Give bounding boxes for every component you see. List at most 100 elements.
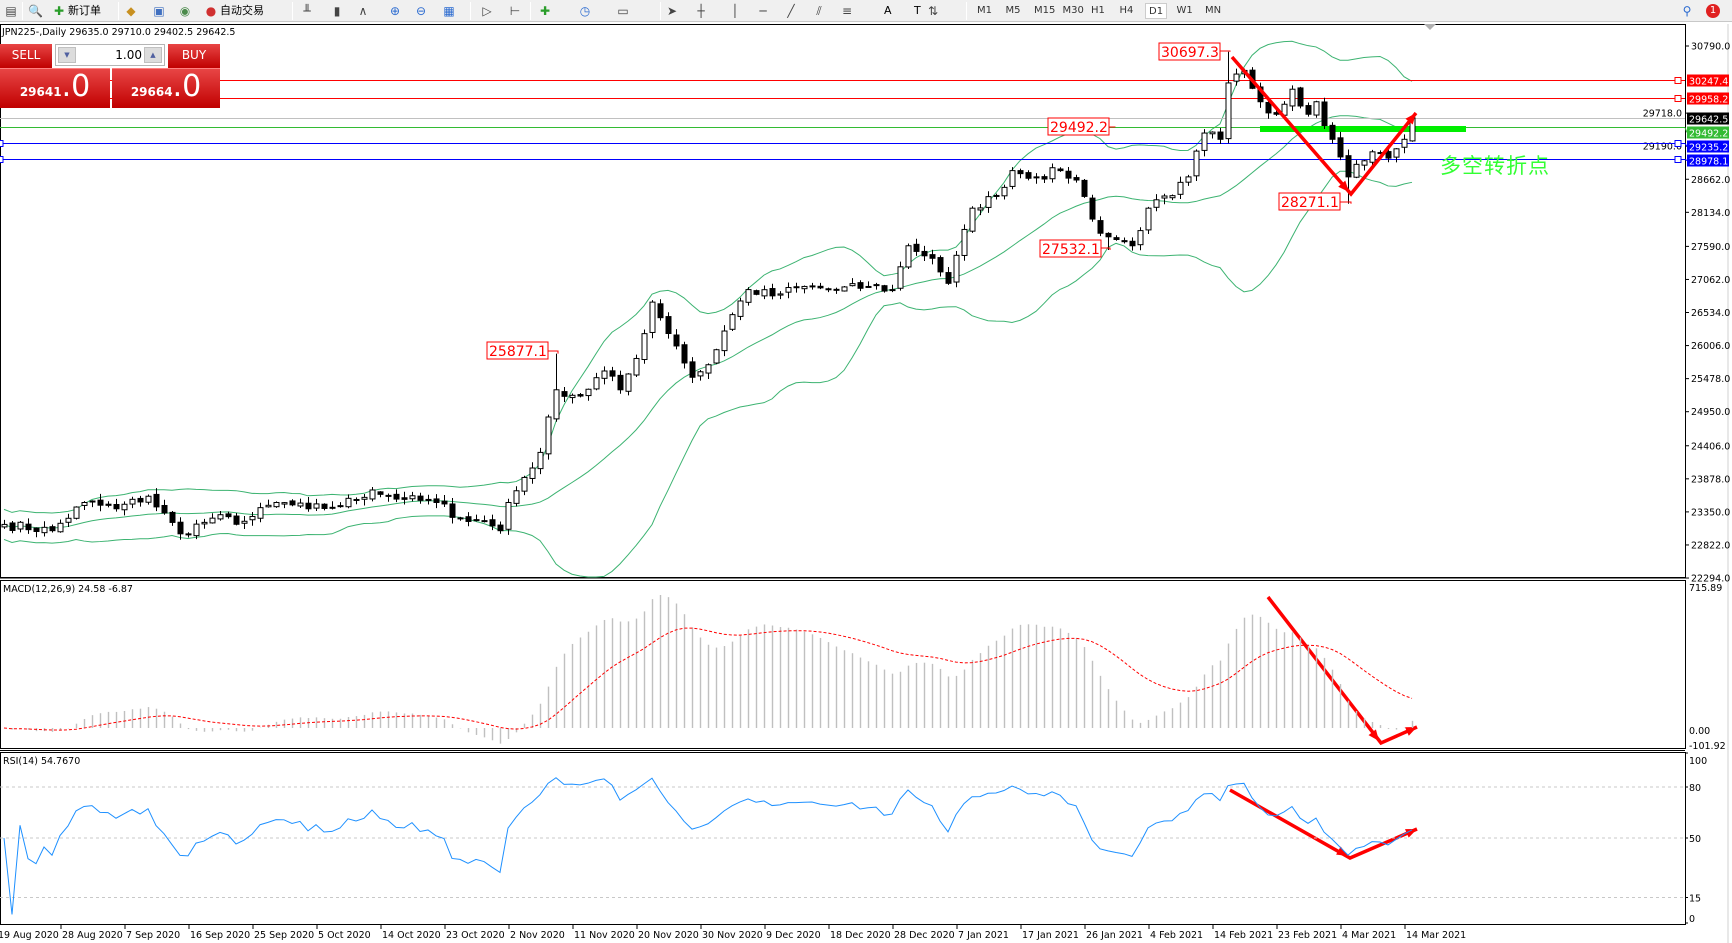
price-line-handle[interactable] (1674, 95, 1682, 102)
trendline-icon[interactable]: ╱ (784, 2, 798, 20)
candlestick-icon: ▮ (333, 4, 341, 18)
fibonacci-icon[interactable]: ≡ (840, 2, 854, 20)
price-line-handle[interactable] (1674, 77, 1682, 84)
date-label: 14 Mar 2021 (1406, 930, 1466, 941)
sell-button[interactable]: SELL (0, 44, 52, 68)
zoom-out-icon[interactable]: ⊖ (414, 2, 428, 20)
chart-list-icon[interactable]: ▤ (4, 2, 18, 20)
price-line-handle[interactable] (0, 156, 4, 163)
chart-shift-marker[interactable] (1424, 24, 1436, 30)
candle (1009, 167, 1016, 190)
bar-chart-icon[interactable]: ╨ (300, 2, 314, 20)
sell-price-button[interactable]: 29641.0 (0, 68, 110, 108)
buy-price-button[interactable]: 29664.0 (112, 68, 220, 108)
price-label-30697.3[interactable]: 30697.3 (1158, 42, 1231, 61)
macd-axis-label: -101.92 (1689, 741, 1726, 752)
timeframe-mn[interactable]: MN (1205, 5, 1222, 16)
sell-price: 29641 (19, 85, 62, 99)
date-label: 4 Mar 2021 (1342, 930, 1396, 941)
price-label-text: 27532.1 (1042, 242, 1100, 258)
candle (89, 500, 96, 508)
search-icon[interactable]: ⚲ (1682, 4, 1692, 18)
templates-icon[interactable]: ▭ (616, 2, 630, 20)
zoom-in-icon[interactable]: ⊕ (388, 2, 402, 20)
line-chart-icon[interactable]: ∧ (356, 2, 370, 20)
candle (281, 501, 288, 509)
periods-icon[interactable]: ◷ (578, 2, 592, 20)
candle (841, 285, 848, 292)
vertical-line-icon[interactable]: │ (728, 2, 742, 20)
rsi-header: RSI(14) 54.7670 (3, 756, 80, 767)
lot-size-input[interactable]: ▼ 1.00 ▲ (55, 44, 165, 66)
price-axis-label: 23878.0 (1691, 474, 1730, 485)
text-label-icon[interactable]: T (898, 2, 921, 20)
timeframe-d1[interactable]: D1 (1145, 3, 1168, 19)
date-label: 11 Nov 2020 (574, 930, 635, 941)
candle (1233, 68, 1240, 86)
indicators-icon[interactable]: ✚ (538, 2, 552, 20)
timeframe-m30[interactable]: M30 (1062, 5, 1084, 16)
price-label-29492.2[interactable]: 29492.2 (1047, 117, 1116, 136)
cursor-icon[interactable]: ➤ (665, 2, 679, 20)
tile-windows-icon[interactable]: ▦ (442, 2, 456, 20)
price-axis-label: 26006.0 (1691, 341, 1730, 352)
price-line-handle[interactable] (0, 140, 4, 147)
candle (169, 511, 176, 526)
price-tag-label: 29235.2 (1689, 143, 1728, 154)
price-label-27532.1[interactable]: 27532.1 (1039, 239, 1111, 258)
cursor-icon: ➤ (666, 4, 678, 18)
zoom-window-icon[interactable]: 🔍 (28, 2, 43, 20)
candle (73, 506, 80, 520)
buy-button[interactable]: BUY (168, 44, 220, 68)
new-order-button[interactable]: ✚ 新订单 (52, 2, 101, 20)
price-label-25877.1[interactable]: 25877.1 (486, 341, 559, 360)
horizontal-line-icon[interactable]: ─ (756, 2, 770, 20)
market-watch-icon[interactable]: ◆ (124, 2, 138, 20)
timeframe-h4[interactable]: H4 (1119, 5, 1134, 16)
timeframe-w1[interactable]: W1 (1176, 5, 1193, 16)
notifications-button[interactable]: 1 (1706, 2, 1720, 20)
chart-shift-icon[interactable]: ⊢ (508, 2, 522, 20)
crosshair-icon[interactable]: ┼ (694, 2, 708, 20)
navigator-icon[interactable]: ▣ (152, 2, 166, 20)
candlestick-icon[interactable]: ▮ (330, 2, 344, 20)
candle (1001, 184, 1008, 200)
rsi-divergence-arrow[interactable] (1229, 788, 1418, 860)
lot-value: 1.00 (115, 48, 142, 62)
candle (153, 488, 160, 512)
chart-canvas[interactable]: 30790.0 29718.0 29190.0 28662.0 28134.0 27590… (0, 23, 1732, 943)
timeframe-h1[interactable]: H1 (1091, 5, 1105, 16)
candle (257, 502, 264, 523)
timeframe-m15[interactable]: M15 (1034, 5, 1056, 16)
price-label-28271.1[interactable]: 28271.1 (1278, 192, 1352, 211)
arrows-icon: ⇅ (927, 4, 939, 18)
rsi-axis-label: 15 (1689, 894, 1701, 905)
date-label: 7 Jan 2021 (958, 930, 1009, 941)
auto-trading-button[interactable]: ● 自动交易 (204, 2, 264, 20)
text-icon (868, 4, 882, 18)
toolbar-separator (292, 2, 293, 20)
candle (193, 519, 200, 540)
signal-icon[interactable]: ◉ (178, 2, 192, 20)
price-reversal-arrow[interactable] (1230, 55, 1418, 197)
price-line-handle[interactable] (1674, 156, 1682, 163)
timeframe-m1[interactable]: M1 (977, 5, 992, 16)
reversal-level-bar[interactable] (1260, 126, 1466, 132)
line-chart-icon: ∧ (358, 4, 368, 18)
price-tag: 28978.1 (1684, 154, 1729, 168)
candle (601, 366, 608, 385)
text-icon-label: A (884, 4, 892, 17)
lot-decrease-button[interactable]: ▼ (58, 47, 76, 63)
candle (1121, 237, 1128, 244)
lot-increase-button[interactable]: ▲ (144, 47, 162, 63)
price-tag: 29235.2 (1684, 140, 1729, 154)
candle (793, 282, 800, 293)
arrows-icon[interactable]: ⇅ (926, 2, 940, 20)
text-icon[interactable]: A (868, 2, 892, 20)
price-line-handle[interactable] (1674, 140, 1682, 147)
fibonacci-fan-icon[interactable]: ⫽ (812, 2, 826, 20)
macd-divergence-arrow[interactable] (1266, 595, 1418, 746)
autoscroll-icon[interactable]: ▷ (480, 2, 494, 20)
timeframe-m5[interactable]: M5 (1005, 5, 1021, 16)
one-click-trading-panel: SELL ▼ 1.00 ▲ BUY 29641.0 29664.0 (0, 44, 220, 108)
